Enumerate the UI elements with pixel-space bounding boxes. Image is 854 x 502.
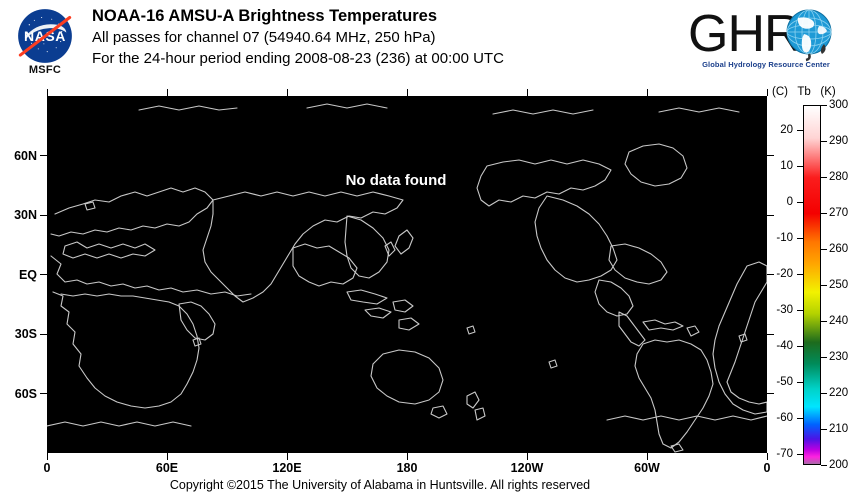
x-tick-bottom: [46, 453, 48, 460]
x-axis-label: 0: [763, 461, 771, 475]
colorbar-label-celsius: -50: [776, 375, 793, 388]
x-tick-top: [46, 89, 48, 96]
colorbar-tick-celsius: [797, 165, 803, 167]
nasa-center-label: MSFC: [28, 64, 62, 76]
x-tick-bottom: [646, 453, 648, 460]
ghrc-logo: GHR Global Hydrology Resource: [686, 4, 846, 74]
y-tick-left: [40, 155, 47, 156]
colorbar-label-kelvin: 260: [829, 243, 849, 255]
ghrc-mark-icon: GHR: [688, 5, 832, 63]
x-tick-bottom: [526, 453, 528, 460]
colorbar-label-celsius: -70: [776, 447, 793, 460]
colorbar-tick-kelvin: [821, 213, 827, 214]
y-axis-label: EQ: [18, 267, 37, 282]
x-axis-label: 60E: [155, 461, 179, 475]
x-tick-top: [646, 89, 648, 96]
x-axis-label: 60W: [634, 461, 660, 475]
colorbar-label-kelvin: 210: [829, 423, 849, 435]
colorbar-tick-celsius: [797, 129, 803, 131]
colorbar-tick-kelvin: [821, 465, 827, 466]
colorbar-tick-celsius: [797, 309, 803, 311]
colorbar-label-celsius: -10: [776, 231, 793, 244]
colorbar-label-kelvin: 220: [829, 387, 849, 399]
x-axis-label: 0: [43, 461, 51, 475]
colorbar-tick-celsius: [797, 453, 803, 455]
y-tick-right: [767, 333, 774, 335]
colorbar-tick-kelvin: [821, 285, 827, 286]
colorbar-label-celsius: -20: [776, 267, 793, 280]
y-tick-left: [40, 214, 47, 216]
colorbar-label-kelvin: 300: [829, 99, 849, 111]
colorbar[interactable]: [803, 105, 821, 465]
colorbar-label-kelvin: 290: [829, 135, 849, 147]
colorbar-label-celsius: -30: [776, 303, 793, 316]
y-axis-label: 30N: [14, 208, 37, 222]
colorbar-tick-kelvin: [821, 321, 827, 322]
colorbar-tick-celsius: [797, 237, 803, 239]
colorbar-label-celsius: 10: [780, 159, 793, 172]
y-axis-label: 30S: [14, 327, 37, 341]
colorbar-header-celsius: (C): [772, 86, 788, 98]
y-tick-right: [767, 155, 774, 156]
nasa-meatball-icon: NASA: [18, 9, 72, 63]
page-subtitle: All passes for channel 07 (54940.64 MHz,…: [92, 29, 436, 46]
x-tick-top: [286, 89, 288, 96]
colorbar-label-kelvin: 280: [829, 171, 849, 183]
y-tick-left: [40, 333, 47, 335]
colorbar-tick-celsius: [797, 201, 803, 203]
colorbar-header-quantity: Tb: [797, 86, 811, 98]
colorbar-label-kelvin: 200: [829, 459, 849, 471]
coastline-map-icon: [47, 96, 767, 453]
colorbar-tick-celsius: [797, 381, 803, 383]
colorbar-tick-celsius: [797, 273, 803, 275]
colorbar-tick-celsius: [797, 417, 803, 419]
colorbar-gradient: [804, 106, 820, 464]
colorbar-label-kelvin: 240: [829, 315, 849, 327]
colorbar-tick-kelvin: [821, 105, 827, 106]
svg-text:GHR: GHR: [688, 5, 801, 62]
colorbar-tick-celsius: [797, 345, 803, 347]
x-tick-bottom: [286, 453, 288, 460]
x-tick-top: [766, 89, 768, 96]
y-axis-label: 60N: [14, 148, 37, 163]
x-tick-bottom: [166, 453, 168, 460]
colorbar-label-celsius: 20: [780, 123, 793, 136]
map-canvas[interactable]: No data found: [47, 96, 767, 453]
colorbar-header-kelvin: (K): [820, 86, 836, 98]
ghrc-tagline: Global Hydrology Resource Center: [702, 60, 830, 69]
nasa-logo: NASA MSFC: [8, 6, 82, 80]
title-block: NOAA-16 AMSU-A Brightness Temperatures A…: [92, 6, 504, 69]
colorbar-tick-kelvin: [821, 177, 827, 178]
x-tick-bottom: [406, 453, 408, 460]
x-tick-top: [406, 89, 408, 96]
copyright-notice: Copyright ©2015 The University of Alabam…: [169, 478, 591, 492]
y-tick-left: [40, 393, 47, 394]
y-tick-left: [40, 274, 47, 275]
colorbar-label-kelvin: 270: [829, 207, 849, 219]
y-axis-label: 60S: [14, 386, 37, 401]
y-tick-right: [767, 274, 774, 275]
x-tick-top: [166, 89, 168, 96]
x-axis-label: 180: [396, 461, 418, 475]
colorbar-label-celsius: -60: [776, 411, 793, 424]
colorbar-tick-kelvin: [821, 141, 827, 142]
x-tick-top: [526, 89, 528, 96]
x-axis-label: 120E: [272, 461, 302, 475]
page-title: NOAA-16 AMSU-A Brightness Temperatures: [92, 7, 438, 25]
colorbar-header: (C) Tb (K): [772, 86, 836, 98]
colorbar-label-kelvin: 250: [829, 279, 849, 291]
y-tick-right: [767, 214, 774, 216]
x-tick-bottom: [766, 453, 768, 460]
colorbar-label-celsius: -40: [776, 339, 793, 352]
colorbar-tick-kelvin: [821, 393, 827, 394]
colorbar-tick-kelvin: [821, 429, 827, 430]
colorbar-tick-kelvin: [821, 249, 827, 250]
x-axis-label: 120W: [510, 461, 544, 475]
colorbar-tick-kelvin: [821, 357, 827, 358]
y-tick-right: [767, 393, 774, 394]
page-period: For the 24-hour period ending 2008-08-23…: [92, 50, 504, 67]
colorbar-label-kelvin: 230: [829, 351, 849, 363]
colorbar-label-celsius: 0: [786, 195, 793, 208]
